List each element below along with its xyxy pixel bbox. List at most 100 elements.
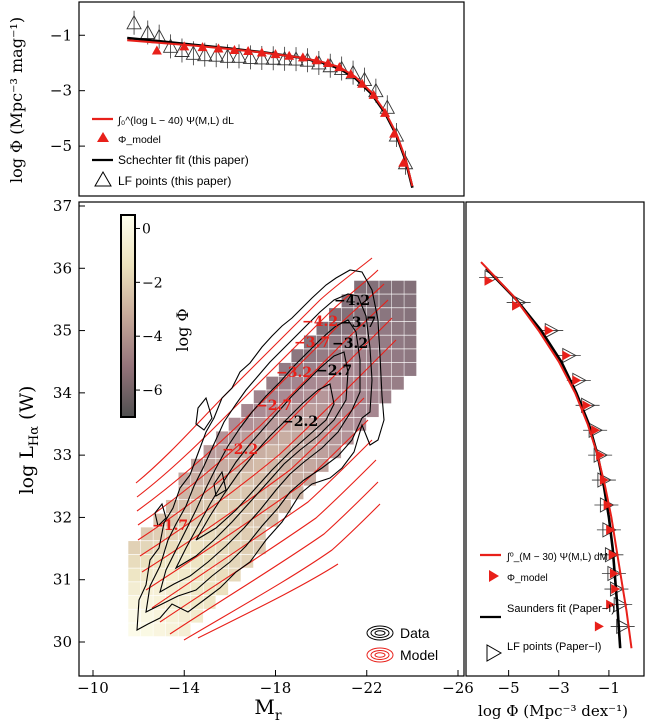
heatmap-cell — [165, 609, 178, 623]
heatmap-cell — [291, 376, 304, 390]
heatmap-cell — [178, 568, 191, 582]
heatmap-cell — [316, 349, 329, 363]
legend-model-label: Model — [400, 647, 438, 663]
model-contours — [135, 257, 397, 641]
heatmap-cell — [278, 458, 291, 472]
heatmap-cell — [203, 595, 216, 609]
right-panel: −5 −3 −1 log Φ (Mpc⁻³ dex⁻¹) ∫⁰_(M − 30) Ψ… — [465, 201, 645, 720]
heatmap-cell — [341, 321, 354, 335]
heatmap-cell — [241, 404, 254, 418]
heatmap-cell — [228, 486, 241, 500]
heatmap-cell — [354, 308, 367, 322]
heatmap-cell — [341, 308, 354, 322]
model-contour-line — [135, 257, 373, 484]
heatmap-cell — [291, 417, 304, 431]
heatmap-cell — [241, 541, 254, 555]
heatmap-cell — [303, 458, 316, 472]
heatmap-cell — [266, 417, 279, 431]
x-tick-label: −10 — [77, 679, 109, 697]
lf-point — [254, 50, 270, 65]
right-legend-label-model: Φ_model — [507, 573, 548, 584]
heatmap-cell — [178, 582, 191, 596]
colorbar-tick-label: −6 — [142, 383, 163, 399]
heatmap-cell — [241, 554, 254, 568]
heatmap-cell — [140, 554, 153, 568]
heatmap-cell — [178, 595, 191, 609]
colorbar-gradient — [120, 214, 136, 418]
heatmap-cell — [191, 513, 204, 527]
heatmap-cell — [303, 417, 316, 431]
heatmap-cell — [303, 349, 316, 363]
model-contour-line — [137, 317, 393, 541]
top-legend-label-integral: ∫₀^(log L − 40) Ψ(M,L) dL — [117, 115, 234, 127]
heatmap-cell — [153, 568, 166, 582]
heatmap-cell — [216, 541, 229, 555]
heatmap-cell — [241, 527, 254, 541]
heatmap-cell — [341, 294, 354, 308]
right-model-point — [611, 584, 621, 595]
colorbar: 0 −2 −4 −6 log Φ — [120, 214, 192, 418]
heatmap-cell — [303, 404, 316, 418]
heatmap-cell — [153, 623, 166, 637]
data-contours — [136, 269, 385, 631]
heatmap-cell — [216, 582, 229, 596]
legend-data-icon-core — [374, 630, 386, 636]
heatmap-cell — [140, 595, 153, 609]
heatmap-cell — [241, 513, 254, 527]
data-contour-line — [159, 319, 361, 594]
heatmap-cell — [253, 513, 266, 527]
heatmap-cell — [303, 472, 316, 486]
model-contour-line — [197, 563, 339, 639]
x-tick-label: −26 — [442, 679, 474, 697]
main-x-ticks: −10 −14 −18 −22 −26 — [77, 670, 474, 697]
heatmap-cell — [278, 431, 291, 445]
heatmap-cell — [178, 472, 191, 486]
heatmap-cell — [316, 390, 329, 404]
main-y-ticks: 30 31 32 33 34 35 36 37 — [53, 197, 85, 651]
data-contour-line — [195, 396, 213, 431]
legend-data-icon — [366, 625, 394, 641]
contour-labels: −4.2 −3.7 −3.2 −2.7 −2.2 −4.2 −3.7 −3.2 … — [152, 293, 376, 534]
heatmap-cell — [191, 458, 204, 472]
top-y-ticks: −1 −3 −5 — [50, 26, 85, 155]
data-contour-label: −4.2 — [334, 293, 370, 309]
model-point — [389, 128, 400, 138]
right-legend-swatch-lf — [486, 644, 503, 662]
heatmap-cell — [165, 582, 178, 596]
model-contour-label: −3.7 — [294, 335, 330, 351]
heatmap-cell — [253, 472, 266, 486]
heatmap-cell — [128, 568, 141, 582]
heatmap-cell — [404, 294, 417, 308]
main-panel: −4.2 −3.7 −3.2 −2.7 −2.2 −4.2 −3.7 −3.2 … — [16, 197, 474, 724]
heatmap-cell — [228, 554, 241, 568]
heatmap-cell — [379, 349, 392, 363]
right-lf-point — [593, 447, 609, 463]
data-contour-label: −2.2 — [282, 414, 318, 430]
lf-point — [162, 38, 179, 53]
heatmap-cell — [379, 308, 392, 322]
heatmap-cell — [266, 513, 279, 527]
model-point — [368, 89, 379, 99]
model-point — [270, 49, 281, 59]
right-model-point — [572, 375, 582, 386]
heatmap-cell — [253, 431, 266, 445]
heatmap-cell — [379, 362, 392, 376]
heatmap-cell — [329, 308, 342, 322]
heatmap-cell — [366, 280, 379, 294]
data-contour-line — [213, 470, 227, 497]
data-contour-line — [136, 269, 385, 631]
model-point — [297, 52, 308, 62]
heatmap-cell — [404, 308, 417, 322]
colorbar-tick-label: 0 — [142, 221, 151, 237]
top-y-tick-label: −3 — [50, 82, 72, 100]
right-model-point — [544, 325, 554, 336]
main-y-axis-label: log LHα(W) — [16, 386, 42, 495]
main-legend: Data Model — [366, 625, 438, 663]
model-point — [398, 157, 409, 167]
legend-model-icon-core — [374, 652, 386, 658]
model-point — [179, 41, 190, 51]
model-point — [357, 78, 368, 88]
right-model-point — [582, 400, 592, 411]
model-point — [380, 107, 390, 117]
top-legend-swatch-model — [97, 132, 109, 142]
